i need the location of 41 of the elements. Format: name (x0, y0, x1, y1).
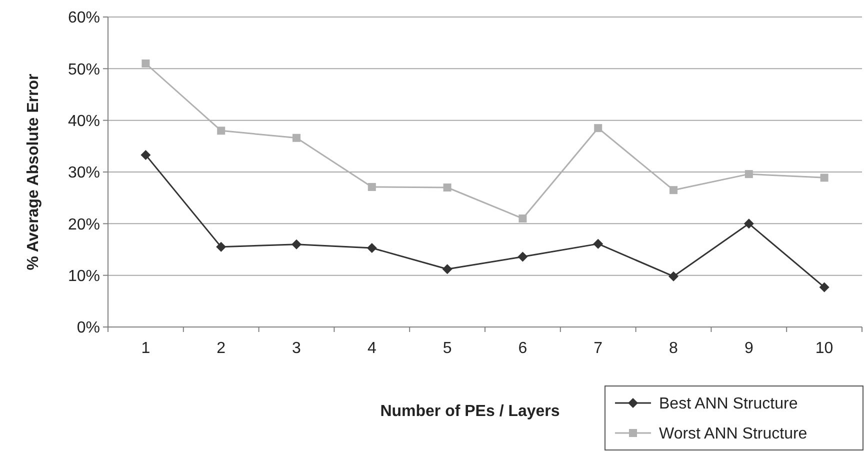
point (670, 186, 678, 194)
y-tick-label: 0% (76, 320, 100, 337)
point (443, 184, 452, 192)
point (744, 218, 754, 229)
point (292, 134, 300, 142)
legend-label: Worst ANN Structure (659, 426, 808, 443)
x-tick-label: 8 (669, 340, 678, 357)
y-tick-label: 10% (68, 268, 100, 285)
x-tick-label: 10 (815, 340, 834, 357)
point (442, 264, 452, 274)
point (594, 124, 602, 132)
point (518, 252, 528, 262)
y-tick-label: 60% (68, 10, 100, 27)
point (744, 170, 753, 178)
point (292, 239, 302, 250)
y-tick-label: 50% (68, 61, 100, 78)
x-tick-label: 5 (442, 340, 452, 357)
point (216, 242, 226, 252)
y-tick-label: 40% (68, 112, 100, 130)
point (142, 60, 150, 68)
point (819, 282, 830, 292)
x-axis-title: Number of PEs / Layers (380, 403, 560, 420)
y-axis-title: % Average Absolute Error (25, 74, 42, 270)
x-tick-label: 1 (141, 340, 150, 357)
x-tick-label: 7 (594, 340, 603, 357)
x-tick-label: 4 (367, 340, 376, 357)
point (668, 271, 678, 282)
point (366, 242, 377, 253)
x-tick-label: 6 (518, 340, 528, 357)
x-tick-label: 2 (216, 340, 226, 357)
x-tick-label: 3 (292, 340, 302, 357)
point (217, 126, 226, 135)
point (593, 238, 604, 249)
point (140, 150, 151, 160)
point (518, 214, 527, 222)
legend-label: Best ANN Structure (659, 396, 798, 413)
y-tick-label: 20% (68, 216, 100, 234)
point (368, 182, 376, 191)
x-tick-label: 9 (744, 340, 754, 357)
y-tick-label: 30% (68, 164, 100, 182)
point (820, 174, 828, 182)
